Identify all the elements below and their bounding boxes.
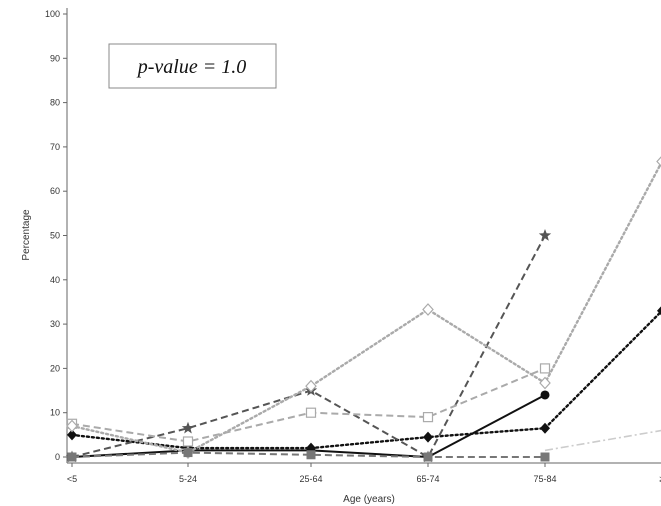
series-2	[67, 306, 661, 454]
y-tick-label: 100	[45, 9, 60, 19]
y-tick-label: 90	[50, 53, 60, 63]
x-tick-label: 65-74	[416, 474, 439, 484]
point-marker-star	[538, 229, 552, 241]
y-axis-title: Percentage	[21, 209, 32, 261]
x-tick-label: 75-84	[533, 474, 556, 484]
p-value-annotation: p-value = 1.0	[108, 43, 277, 89]
x-tick-label: <5	[67, 474, 77, 484]
x-tick-label: ≥	[660, 474, 661, 484]
point-marker-diamond	[423, 431, 433, 443]
series-line	[70, 310, 661, 450]
x-axis-ticks: <5 5-24 25-64 65-74 75-84 ≥	[67, 463, 661, 484]
point-marker-open-diamond	[422, 303, 434, 316]
y-tick-label: 70	[50, 142, 60, 152]
point-marker-open-diamond	[656, 156, 661, 167]
series-5	[66, 156, 661, 459]
series-3	[65, 229, 552, 463]
y-tick-label: 0	[55, 452, 60, 462]
series-6	[67, 448, 550, 462]
point-marker-diamond	[657, 306, 661, 316]
annotation-text: p-value = 1.0	[136, 56, 246, 78]
point-marker-open-diamond	[305, 379, 317, 393]
point-marker-square	[306, 450, 316, 460]
series-line	[544, 429, 661, 452]
point-marker-square	[183, 448, 193, 458]
point-marker-open-square	[422, 412, 434, 423]
series-7	[544, 429, 661, 452]
series-line	[70, 160, 661, 454]
series-layer	[65, 156, 661, 463]
y-tick-label: 60	[50, 186, 60, 196]
y-tick-label: 30	[50, 319, 60, 329]
y-tick-label: 10	[50, 408, 60, 418]
x-tick-label: 25-64	[299, 474, 322, 484]
x-tick-label: 5-24	[179, 474, 197, 484]
point-marker-open-square	[305, 407, 317, 418]
annotation-box	[108, 43, 277, 89]
point-marker-square	[540, 452, 550, 462]
y-tick-label: 80	[50, 98, 60, 108]
y-axis-ticks: 0 10 20 30 40 50 60 70 80 90 100	[45, 9, 67, 462]
point-marker-open-diamond	[66, 419, 78, 433]
y-tick-label: 20	[50, 363, 60, 373]
point-marker-square	[67, 452, 77, 462]
series-line	[71, 367, 546, 443]
point-marker-star	[181, 421, 195, 434]
point-marker-open-diamond	[539, 376, 551, 390]
x-axis-title: Age (years)	[343, 494, 395, 505]
point-marker-diamond	[540, 422, 550, 434]
point-marker-open-square	[182, 436, 194, 447]
point-marker-square	[423, 452, 433, 462]
series-line	[71, 235, 546, 458]
series-line	[71, 451, 545, 458]
point-marker-open-square	[539, 363, 551, 374]
y-tick-label: 40	[50, 275, 60, 285]
point-marker-circle	[540, 390, 550, 400]
point-marker-diamond	[67, 429, 77, 441]
y-tick-label: 50	[50, 231, 60, 241]
